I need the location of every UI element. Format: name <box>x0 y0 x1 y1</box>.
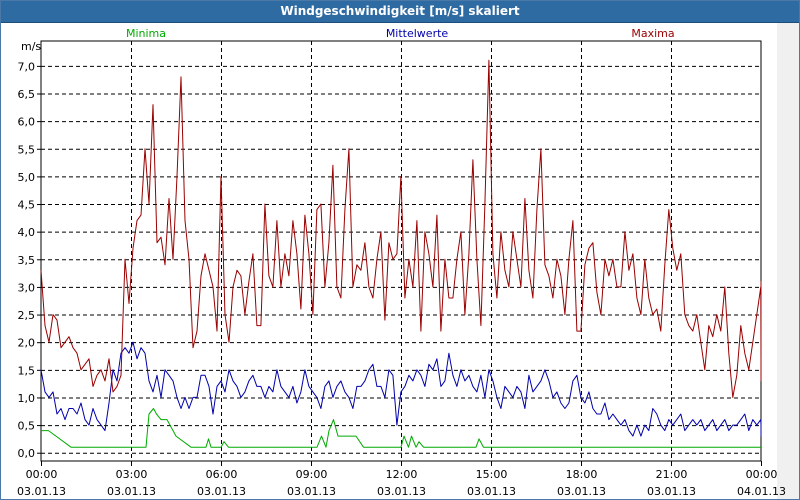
x-tick-time-label: 06:00 <box>206 468 238 481</box>
y-tick-label: 1,5 <box>18 364 36 377</box>
x-tick-time-label: 00:00 <box>746 468 778 481</box>
x-tick-date-label: 03.01.13 <box>197 485 246 498</box>
legend-entry-maxima: Maxima <box>631 27 674 40</box>
x-tick-date-label: 03.01.13 <box>107 485 156 498</box>
legend-entry-minima: Minima <box>126 27 166 40</box>
x-tick-time-label: 15:00 <box>476 468 508 481</box>
y-axis-label: m/s <box>21 40 41 53</box>
x-tick-date-label: 04.01.13 <box>737 485 786 498</box>
y-tick-label: 7,0 <box>18 60 36 73</box>
x-tick-date-label: 03.01.13 <box>467 485 516 498</box>
y-tick-label: 5,5 <box>18 143 36 156</box>
y-tick-label: 0,5 <box>18 420 36 433</box>
x-tick-time-label: 12:00 <box>386 468 418 481</box>
x-tick-date-label: 03.01.13 <box>377 485 426 498</box>
x-tick-time-label: 09:00 <box>296 468 328 481</box>
y-tick-label: 4,0 <box>18 226 36 239</box>
window-title: Windgeschwindigkeit [m/s] skaliert <box>1 1 799 23</box>
y-tick-label: 5,0 <box>18 171 36 184</box>
series-line-mittelwerte <box>40 341 762 437</box>
y-tick-label: 3,0 <box>18 281 36 294</box>
x-tick-time-label: 03:00 <box>116 468 148 481</box>
x-tick-time-label: 18:00 <box>566 468 598 481</box>
y-tick-label: 2,0 <box>18 337 36 350</box>
y-tick-label: 4,5 <box>18 199 36 212</box>
y-tick-label: 6,0 <box>18 116 36 129</box>
x-tick-time-label: 00:00 <box>26 468 58 481</box>
chart-canvas: 0,0 0,5 1,0 1,5 2,0 2,5 3,0 3,5 4,0 4,5 5,0 5,5 6,0 6… <box>17 23 799 499</box>
x-tick-date-label: 03.01.13 <box>557 485 606 498</box>
x-tick-time-label: 21:00 <box>656 468 688 481</box>
legend-entry-mittelwerte: Mittelwerte <box>386 27 449 40</box>
x-tick-date-label: 03.01.13 <box>287 485 336 498</box>
y-tick-label: 0,0 <box>18 447 36 460</box>
right-strip <box>777 23 799 499</box>
y-tick-label: 2,5 <box>18 309 36 322</box>
x-tick-date-label: 03.01.13 <box>17 485 66 498</box>
series-line-maxima <box>40 59 762 398</box>
y-tick-label: 1,0 <box>18 392 36 405</box>
y-tick-label: 6,5 <box>18 88 36 101</box>
series-line-minima <box>41 408 761 448</box>
y-tick-label: 3,5 <box>18 254 36 267</box>
x-tick-date-label: 03.01.13 <box>647 485 696 498</box>
